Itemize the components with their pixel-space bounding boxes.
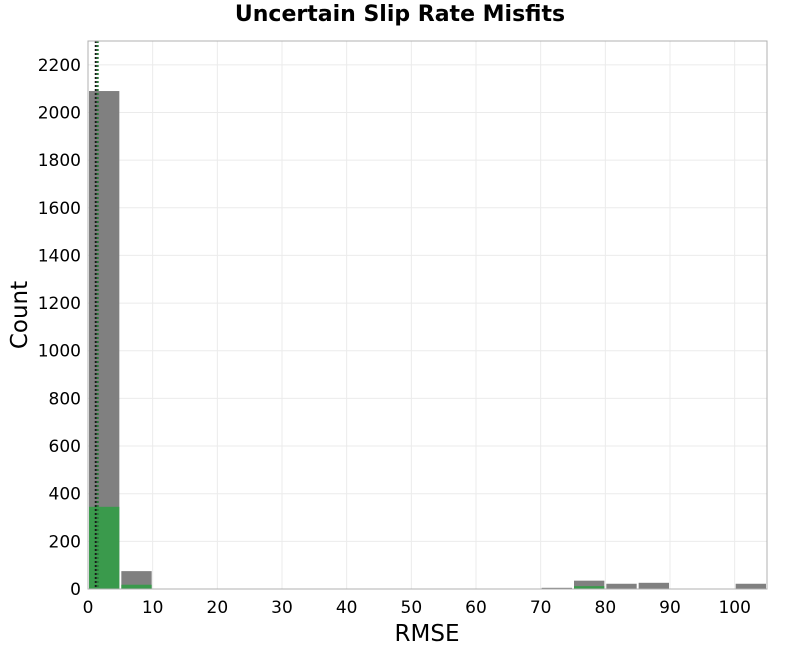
- x-tick-label: 10: [142, 598, 164, 618]
- grid-layer: [87, 41, 767, 590]
- y-tick-label: 800: [49, 389, 81, 409]
- y-tick-label: 200: [49, 532, 81, 552]
- x-tick-label: 50: [401, 598, 423, 618]
- histogram-bar-highlight: [574, 586, 605, 589]
- bar-layer: [89, 91, 766, 589]
- histogram-bar-all: [541, 587, 572, 589]
- histogram-bar-highlight: [89, 506, 120, 589]
- x-tick-label: 20: [207, 598, 229, 618]
- histogram-bar-all: [574, 580, 605, 589]
- histogram-bar-highlight: [121, 584, 152, 589]
- y-tick-label: 1800: [38, 151, 81, 171]
- x-tick-label: 40: [336, 598, 358, 618]
- y-tick-labels: 0 200 400 600 800 1000 1200 1400 1600 1800 2000 220…: [38, 56, 81, 600]
- y-tick-label: 400: [49, 485, 81, 505]
- x-tick-label: 70: [530, 598, 552, 618]
- x-tick-labels: 0 10 20 30 40 50 60 70 80 90 100: [83, 598, 751, 618]
- x-tick-label: 60: [465, 598, 487, 618]
- y-tick-label: 0: [70, 580, 81, 600]
- histogram-bar-all: [606, 583, 637, 589]
- histogram-bar-all: [735, 583, 766, 589]
- x-tick-label: 0: [83, 598, 94, 618]
- histogram-bar-all: [121, 571, 152, 589]
- chart-title: Uncertain Slip Rate Misfits: [234, 2, 566, 27]
- x-tick-label: 90: [659, 598, 681, 618]
- histogram-bar-all: [89, 91, 120, 589]
- y-axis-label: Count: [7, 281, 33, 349]
- y-tick-label: 2000: [38, 103, 81, 123]
- y-tick-label: 1400: [38, 246, 81, 266]
- y-tick-label: 1600: [38, 199, 81, 219]
- x-tick-label: 30: [271, 598, 293, 618]
- plot-frame: [87, 40, 768, 590]
- x-axis-label: RMSE: [395, 621, 460, 647]
- y-tick-label: 1200: [38, 294, 81, 314]
- x-tick-label: 100: [718, 598, 750, 618]
- reference-line-layer: [94, 41, 99, 589]
- histogram-bar-all: [638, 582, 669, 589]
- y-tick-label: 1000: [38, 342, 81, 362]
- y-tick-label: 2200: [38, 56, 81, 76]
- y-tick-label: 600: [49, 437, 81, 457]
- x-tick-label: 80: [595, 598, 617, 618]
